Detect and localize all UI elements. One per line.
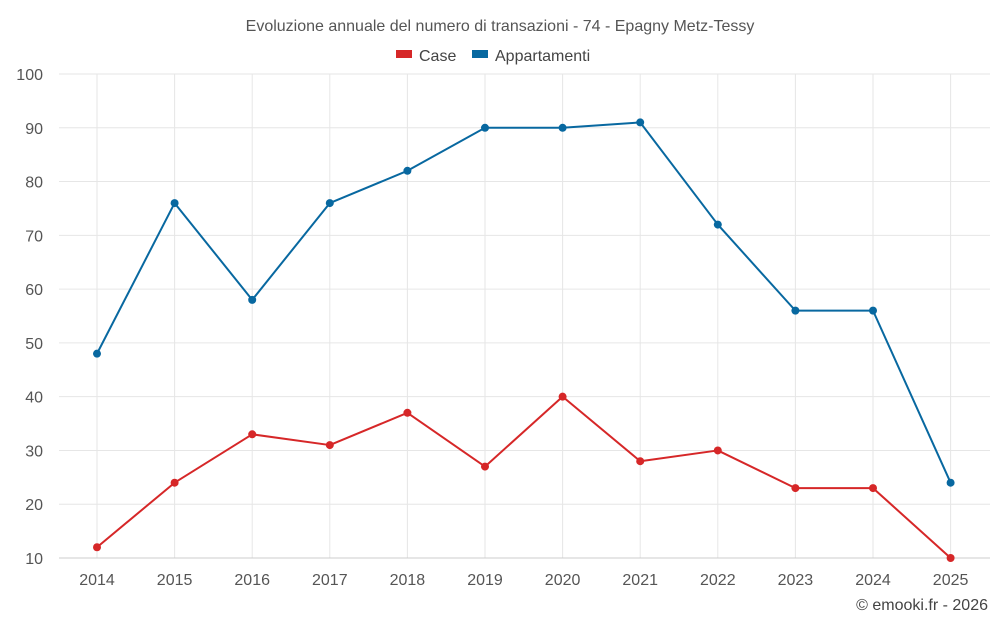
data-point-appartamenti[interactable]: [170, 199, 179, 208]
y-axis-ticks: 10 20 30 40 50 60 70 80 90 100: [16, 67, 43, 568]
data-point-appartamenti[interactable]: [713, 220, 722, 229]
data-point-appartamenti[interactable]: [325, 199, 334, 208]
data-point-appartamenti[interactable]: [558, 123, 567, 132]
legend: Case Appartamenti: [396, 48, 590, 65]
y-tick-label: 10: [25, 551, 43, 568]
x-gridlines: [96, 74, 952, 558]
data-point-case[interactable]: [93, 543, 101, 552]
data-point-case[interactable]: [946, 554, 955, 562]
data-point-case[interactable]: [636, 457, 645, 466]
legend-item-case[interactable]: Case: [396, 48, 456, 65]
y-tick-label: 30: [25, 443, 43, 460]
chart-title: Evoluzione annuale del numero di transaz…: [246, 18, 755, 35]
x-tick-label: 2019: [467, 572, 503, 589]
legend-label-appartamenti: Appartamenti: [495, 48, 590, 65]
x-tick-label: 2022: [700, 572, 736, 589]
data-point-appartamenti[interactable]: [481, 123, 489, 132]
y-tick-label: 80: [25, 175, 43, 192]
x-tick-label: 2024: [855, 572, 891, 589]
data-point-case[interactable]: [869, 484, 877, 493]
x-tick-label: 2020: [545, 572, 581, 589]
x-tick-label: 2016: [234, 572, 270, 589]
y-tick-label: 90: [25, 121, 43, 138]
series-group: [93, 118, 955, 562]
x-tick-label: 2023: [778, 572, 814, 589]
data-point-case[interactable]: [713, 446, 722, 455]
data-point-appartamenti[interactable]: [636, 118, 645, 127]
series-line-case: [96, 395, 952, 559]
y-tick-label: 40: [25, 390, 43, 407]
data-point-appartamenti[interactable]: [791, 306, 800, 315]
y-tick-label: 100: [16, 67, 43, 84]
data-point-case[interactable]: [248, 430, 257, 439]
data-point-case[interactable]: [791, 484, 800, 493]
y-tick-label: 60: [25, 282, 43, 299]
data-point-appartamenti[interactable]: [93, 349, 101, 358]
x-axis-ticks: 2014 2015 2016 2017 2018 2019 2020 2021 2022 2023…: [79, 572, 968, 589]
y-tick-label: 20: [25, 497, 43, 514]
data-point-appartamenti[interactable]: [403, 166, 412, 175]
x-tick-label: 2017: [312, 572, 348, 589]
data-point-case[interactable]: [170, 478, 179, 487]
x-tick-label: 2014: [79, 572, 115, 589]
data-point-appartamenti[interactable]: [946, 478, 955, 487]
series-appartamenti: [93, 118, 955, 487]
series-case: [93, 392, 955, 562]
x-tick-label: 2018: [390, 572, 426, 589]
y-tick-label: 50: [25, 336, 43, 353]
y-gridlines: [59, 73, 990, 505]
x-tick-label: 2015: [157, 572, 193, 589]
legend-swatch-case: [396, 50, 412, 58]
y-tick-label: 70: [25, 228, 43, 245]
data-point-case[interactable]: [558, 392, 567, 401]
legend-label-case: Case: [419, 48, 456, 65]
data-point-appartamenti[interactable]: [869, 306, 877, 315]
legend-item-appartamenti[interactable]: Appartamenti: [472, 48, 590, 65]
data-point-appartamenti[interactable]: [248, 295, 257, 304]
credit-text: © emooki.fr - 2026: [856, 597, 988, 614]
data-point-case[interactable]: [325, 441, 334, 450]
data-point-case[interactable]: [403, 408, 412, 417]
x-tick-label: 2021: [622, 572, 658, 589]
series-line-appartamenti: [96, 121, 952, 484]
legend-swatch-appartamenti: [472, 50, 488, 58]
data-point-case[interactable]: [481, 462, 489, 471]
x-tick-label: 2025: [933, 572, 969, 589]
